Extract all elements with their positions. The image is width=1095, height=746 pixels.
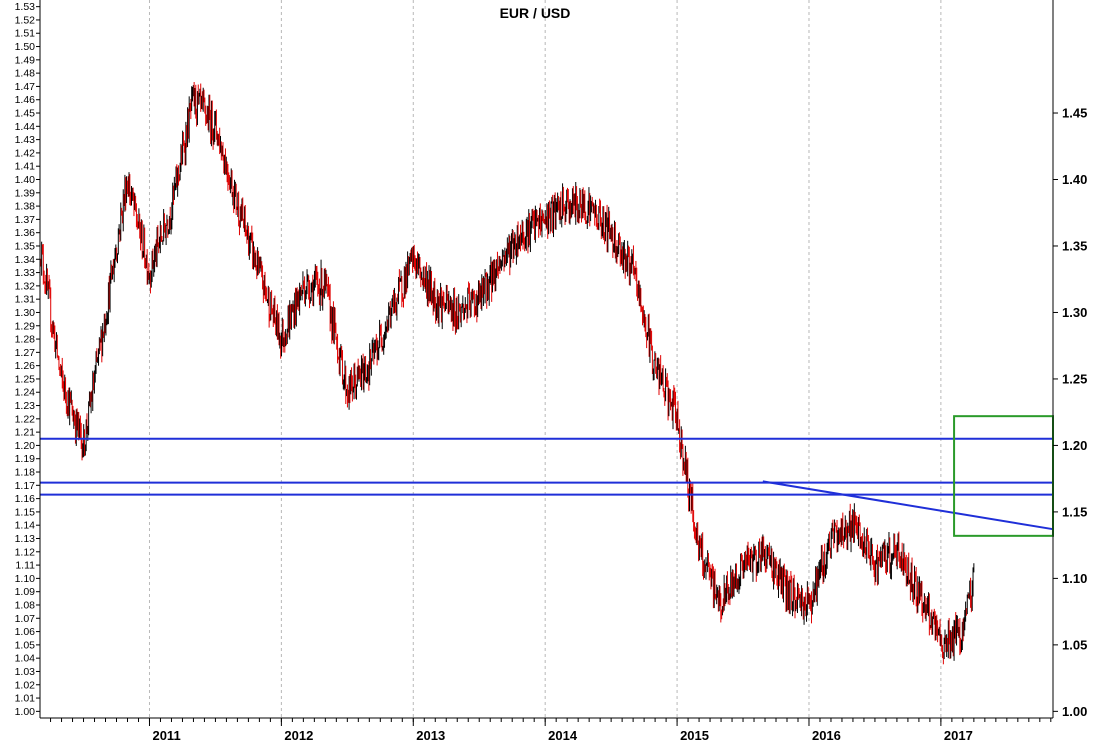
left-tick-label: 1.29 — [15, 320, 36, 332]
left-tick-label: 1.10 — [15, 573, 36, 585]
chart-title: EUR / USD — [500, 5, 571, 21]
right-tick-label: 1.25 — [1062, 371, 1087, 386]
left-tick-label: 1.26 — [15, 360, 36, 372]
right-tick-label: 1.35 — [1062, 238, 1087, 253]
left-tick-label: 1.32 — [15, 280, 36, 292]
left-tick-label: 1.40 — [15, 174, 36, 186]
left-tick-label: 1.00 — [15, 706, 36, 718]
left-tick-label: 1.22 — [15, 413, 36, 425]
left-tick-label: 1.17 — [15, 480, 36, 492]
grid — [148, 0, 942, 718]
left-tick-label: 1.33 — [15, 267, 36, 279]
left-tick-label: 1.13 — [15, 533, 36, 545]
left-tick-label: 1.37 — [15, 214, 36, 226]
right-axis: 1.00 1.05 1.10 1.15 1.20 1.25 1.30 1.35 1.40 1.45 — [1053, 106, 1087, 719]
left-tick-label: 1.38 — [15, 201, 36, 213]
left-tick-label: 1.05 — [15, 639, 36, 651]
left-tick-label: 1.01 — [15, 693, 36, 705]
target-box — [953, 415, 1054, 537]
left-tick-label: 1.11 — [15, 560, 35, 572]
left-tick-label: 1.30 — [15, 307, 36, 319]
x-axis: 2011 2012 2013 2014 2015 2016 2017 — [148, 718, 973, 743]
left-tick-label: 1.18 — [15, 467, 36, 479]
left-tick-label: 1.27 — [15, 347, 36, 359]
left-tick-label: 1.31 — [15, 294, 36, 306]
left-tick-label: 1.52 — [15, 14, 36, 26]
trendline — [762, 480, 1054, 531]
left-tick-label: 1.44 — [15, 121, 36, 133]
right-tick-label: 1.00 — [1062, 704, 1087, 719]
left-tick-label: 1.24 — [15, 387, 36, 399]
x-tick-label: 2012 — [284, 728, 313, 743]
right-tick-label: 1.45 — [1062, 106, 1087, 121]
left-tick-label: 1.07 — [15, 613, 36, 625]
left-tick-label: 1.04 — [15, 653, 36, 665]
candles — [39, 81, 975, 665]
left-tick-label: 1.21 — [15, 427, 36, 439]
left-tick-label: 1.49 — [15, 54, 36, 66]
right-tick-label: 1.20 — [1062, 438, 1087, 453]
left-tick-label: 1.12 — [15, 546, 36, 558]
left-tick-label: 1.15 — [15, 506, 36, 518]
left-tick-label: 1.03 — [15, 666, 36, 678]
overlays — [40, 415, 1054, 537]
left-tick-label: 1.46 — [15, 94, 36, 106]
left-tick-label: 1.53 — [15, 1, 36, 13]
right-tick-label: 1.10 — [1062, 571, 1087, 586]
left-tick-label: 1.45 — [15, 108, 36, 120]
left-tick-label: 1.20 — [15, 440, 36, 452]
left-tick-label: 1.39 — [15, 187, 36, 199]
left-axis: 1.001.01 1.021.031.04 1.051.061.07 1.081.09… — [15, 1, 40, 718]
left-tick-label: 1.08 — [15, 599, 36, 611]
left-tick-label: 1.28 — [15, 334, 36, 346]
left-tick-label: 1.48 — [15, 68, 36, 80]
left-tick-label: 1.42 — [15, 147, 36, 159]
left-tick-label: 1.19 — [15, 453, 36, 465]
x-minor-ticks — [50, 718, 1052, 722]
left-tick-label: 1.50 — [15, 41, 36, 53]
x-tick-label: 2014 — [548, 728, 578, 743]
left-tick-label: 1.34 — [15, 254, 36, 266]
right-tick-label: 1.40 — [1062, 172, 1087, 187]
left-tick-label: 1.25 — [15, 373, 36, 385]
left-tick-label: 1.02 — [15, 679, 36, 691]
x-tick-label: 2011 — [152, 728, 180, 743]
left-tick-label: 1.43 — [15, 134, 36, 146]
left-tick-label: 1.47 — [15, 81, 36, 93]
x-tick-label: 2016 — [812, 728, 841, 743]
right-tick-label: 1.15 — [1062, 504, 1087, 519]
left-tick-label: 1.09 — [15, 586, 36, 598]
right-tick-label: 1.05 — [1062, 637, 1087, 652]
left-tick-label: 1.41 — [15, 161, 36, 173]
left-tick-label: 1.23 — [15, 400, 36, 412]
left-tick-label: 1.35 — [15, 240, 36, 252]
left-tick-label: 1.51 — [15, 28, 36, 40]
x-tick-label: 2015 — [680, 728, 709, 743]
left-tick-label: 1.06 — [15, 626, 36, 638]
left-tick-label: 1.14 — [15, 520, 36, 532]
left-tick-label: 1.36 — [15, 227, 36, 239]
x-tick-label: 2017 — [944, 728, 973, 743]
left-tick-label: 1.16 — [15, 493, 36, 505]
right-tick-label: 1.30 — [1062, 305, 1087, 320]
x-tick-label: 2013 — [416, 728, 445, 743]
